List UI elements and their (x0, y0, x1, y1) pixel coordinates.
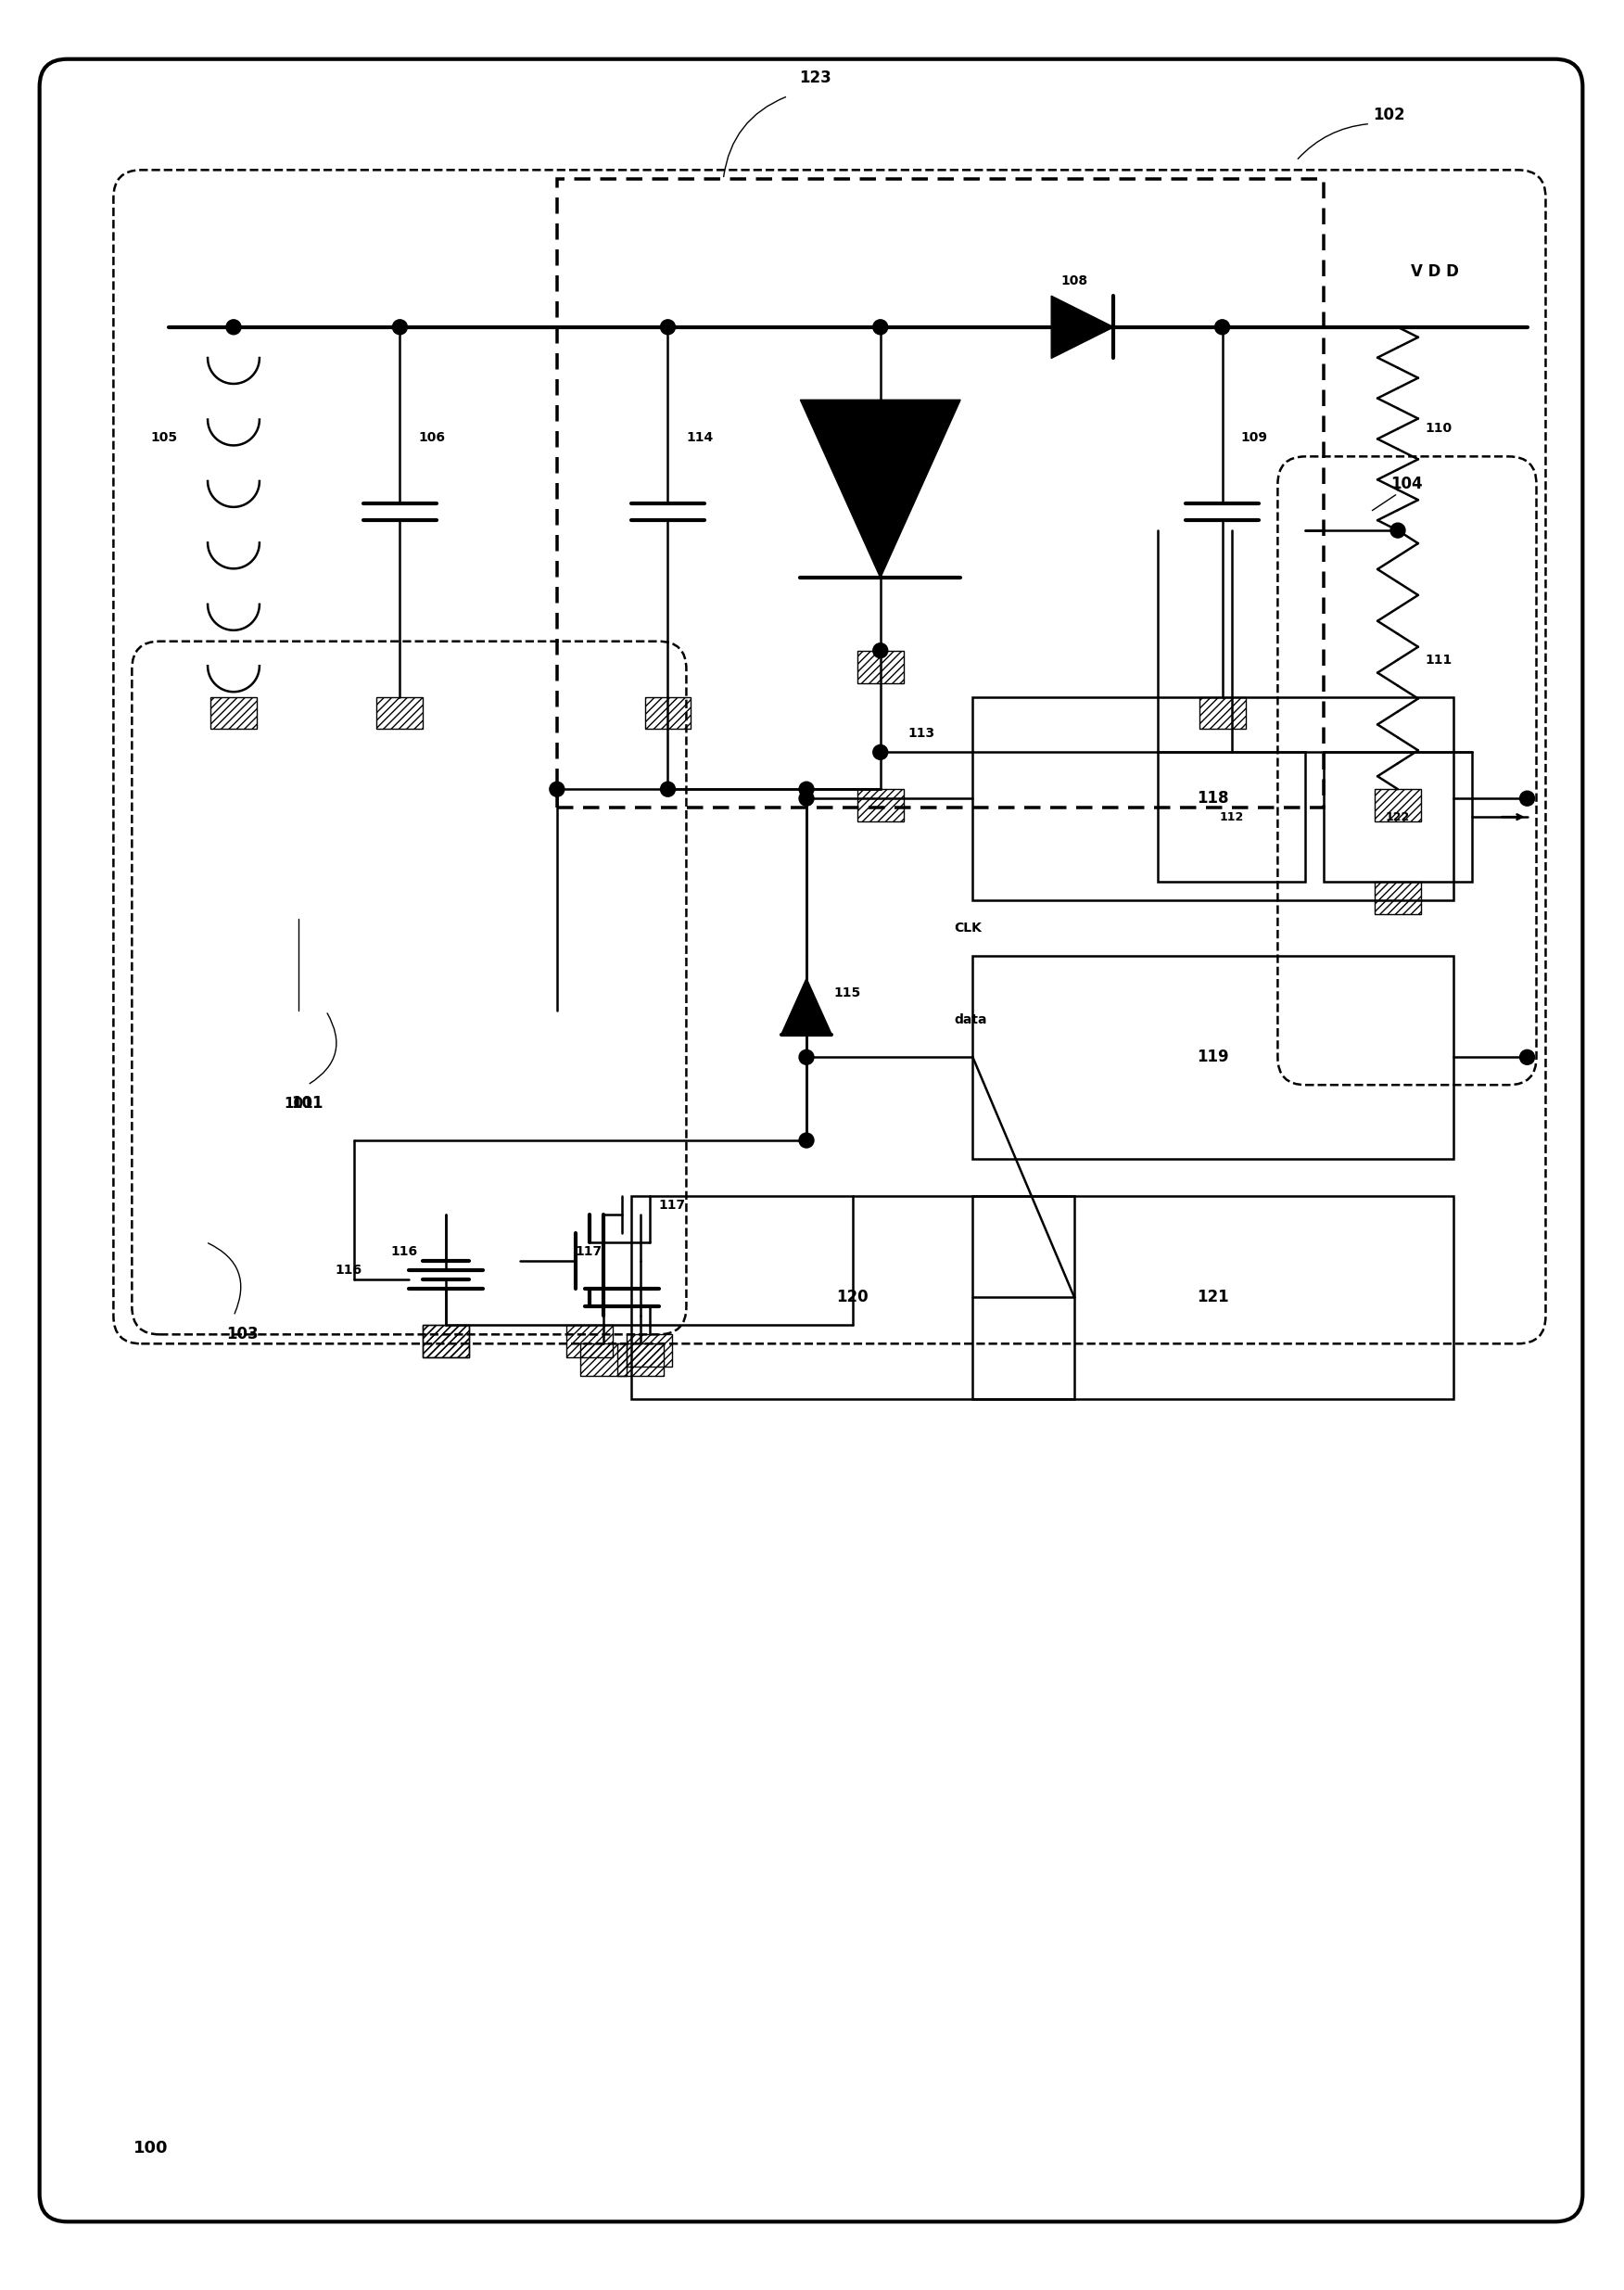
Text: 113: 113 (908, 728, 935, 740)
Circle shape (874, 744, 888, 760)
Bar (1376, 882, 1421, 914)
Circle shape (874, 321, 888, 334)
Text: 117: 117 (575, 1246, 603, 1257)
Text: 117: 117 (659, 1198, 685, 1211)
Text: 112: 112 (1220, 811, 1244, 822)
Bar (973, 955, 1453, 1159)
Circle shape (1215, 321, 1229, 334)
Bar (973, 696, 1453, 900)
Bar (857, 650, 903, 682)
Circle shape (661, 781, 676, 797)
Text: 100: 100 (133, 2139, 167, 2157)
Bar (617, 1344, 663, 1376)
Bar (377, 696, 422, 728)
Text: 108: 108 (1060, 275, 1088, 286)
Text: 105: 105 (151, 431, 177, 444)
Circle shape (226, 321, 240, 334)
Text: 115: 115 (835, 987, 861, 998)
Bar (973, 1195, 1453, 1399)
Circle shape (1520, 1049, 1535, 1065)
Text: 116: 116 (391, 1246, 417, 1257)
Text: 101: 101 (284, 1097, 313, 1111)
Bar (557, 179, 1324, 808)
Text: 121: 121 (1197, 1289, 1229, 1305)
Circle shape (1520, 790, 1535, 806)
Circle shape (1390, 522, 1405, 538)
Text: 111: 111 (1426, 653, 1452, 666)
Text: 101: 101 (291, 1095, 323, 1111)
Bar (422, 1326, 469, 1358)
Bar (1376, 790, 1421, 822)
Bar (627, 1335, 672, 1367)
Bar (422, 1326, 469, 1358)
Circle shape (874, 643, 888, 657)
Bar (211, 696, 257, 728)
Text: 122: 122 (1385, 811, 1410, 822)
Circle shape (799, 790, 814, 806)
Text: 106: 106 (419, 431, 445, 444)
Bar (580, 1344, 627, 1376)
Bar (857, 790, 903, 822)
Text: 109: 109 (1241, 431, 1268, 444)
Polygon shape (781, 978, 831, 1035)
Text: 104: 104 (1392, 476, 1423, 492)
Circle shape (549, 781, 565, 797)
Circle shape (661, 321, 676, 334)
Text: 107: 107 (898, 469, 926, 481)
Text: 110: 110 (1426, 421, 1452, 435)
Text: 116: 116 (335, 1264, 362, 1276)
Bar (645, 696, 690, 728)
Text: 102: 102 (1372, 105, 1405, 124)
Bar (1324, 751, 1471, 882)
Text: 103: 103 (227, 1326, 258, 1342)
Text: 119: 119 (1197, 1049, 1229, 1065)
Circle shape (799, 1049, 814, 1065)
Bar (567, 1326, 612, 1358)
Text: 114: 114 (687, 431, 713, 444)
Circle shape (799, 781, 814, 797)
Polygon shape (801, 401, 960, 577)
Text: 120: 120 (836, 1289, 869, 1305)
Text: 123: 123 (799, 69, 831, 87)
Text: CLK: CLK (955, 921, 983, 934)
Polygon shape (1051, 295, 1114, 357)
Bar (630, 1195, 1075, 1399)
Text: V D D: V D D (1411, 263, 1458, 279)
Circle shape (799, 1134, 814, 1147)
Text: 118: 118 (1197, 790, 1229, 806)
Bar (1158, 751, 1306, 882)
Text: data: data (955, 1014, 987, 1026)
Circle shape (393, 321, 408, 334)
Bar (1199, 696, 1246, 728)
